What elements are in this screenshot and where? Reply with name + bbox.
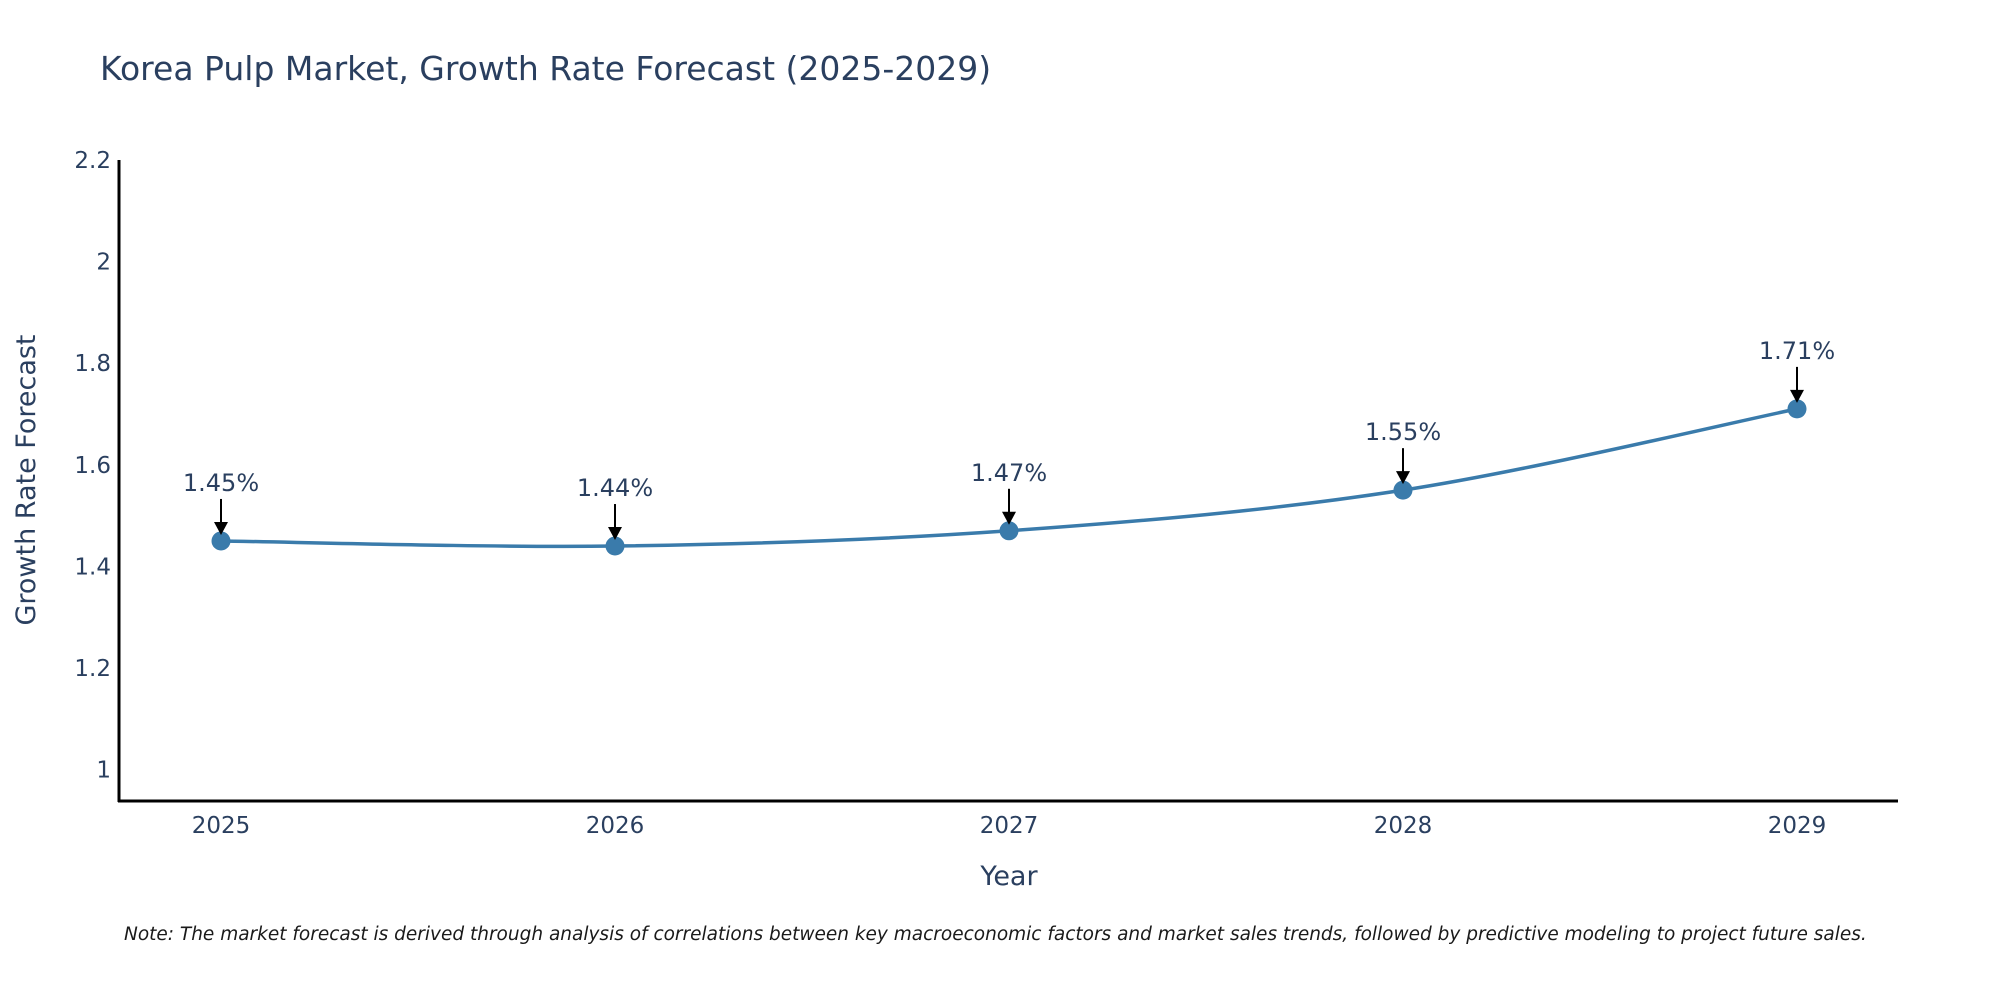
- data-point: [211, 531, 231, 551]
- x-tick-labels: 2025 2026 2027 2028 2029: [192, 813, 1827, 839]
- y-tick-labels: 1 1.2 1.4 1.6 1.8 2 2.2: [74, 148, 111, 784]
- y-tick-label: 1.2: [74, 656, 111, 682]
- data-label: 1.55%: [1365, 418, 1441, 446]
- y-tick-label: 2: [96, 250, 111, 276]
- x-tick-label: 2025: [192, 813, 251, 839]
- data-label: 1.44%: [577, 474, 653, 502]
- footnote: Note: The market forecast is derived thr…: [124, 924, 1867, 945]
- data-label: 1.47%: [971, 459, 1047, 487]
- plot-area: 1 1.2 1.4 1.6 1.8 2 2.2 2025 2026 2027 2028 2029 1…: [74, 148, 1898, 839]
- x-tick-label: 2029: [1768, 813, 1827, 839]
- data-point: [1393, 480, 1413, 500]
- x-tick-label: 2027: [980, 813, 1039, 839]
- data-point: [1787, 399, 1807, 419]
- y-tick-label: 1: [96, 758, 111, 784]
- annotation-arrow-head: [214, 521, 228, 535]
- data-annotations: 1.45% 1.44% 1.47% 1.55% 1.71%: [183, 337, 1835, 541]
- y-tick-label: 1.8: [74, 351, 111, 377]
- data-point: [999, 521, 1019, 541]
- annotation-arrow-head: [1396, 471, 1410, 485]
- y-tick-label: 2.2: [74, 148, 111, 174]
- data-label: 1.71%: [1759, 337, 1835, 365]
- x-tick-label: 2028: [1374, 813, 1433, 839]
- y-axis-title: Growth Rate Forecast: [11, 334, 42, 625]
- annotation-arrow-head: [608, 527, 622, 541]
- y-tick-label: 1.4: [74, 554, 111, 580]
- x-axis-title: Year: [979, 861, 1038, 892]
- chart-title: Korea Pulp Market, Growth Rate Forecast …: [100, 49, 991, 88]
- y-tick-label: 1.6: [74, 453, 111, 479]
- data-label: 1.45%: [183, 469, 259, 497]
- annotation-arrow-head: [1790, 389, 1804, 403]
- data-point: [605, 536, 625, 556]
- x-tick-label: 2026: [586, 813, 645, 839]
- annotation-arrow-head: [1002, 511, 1016, 525]
- data-points: [211, 399, 1807, 556]
